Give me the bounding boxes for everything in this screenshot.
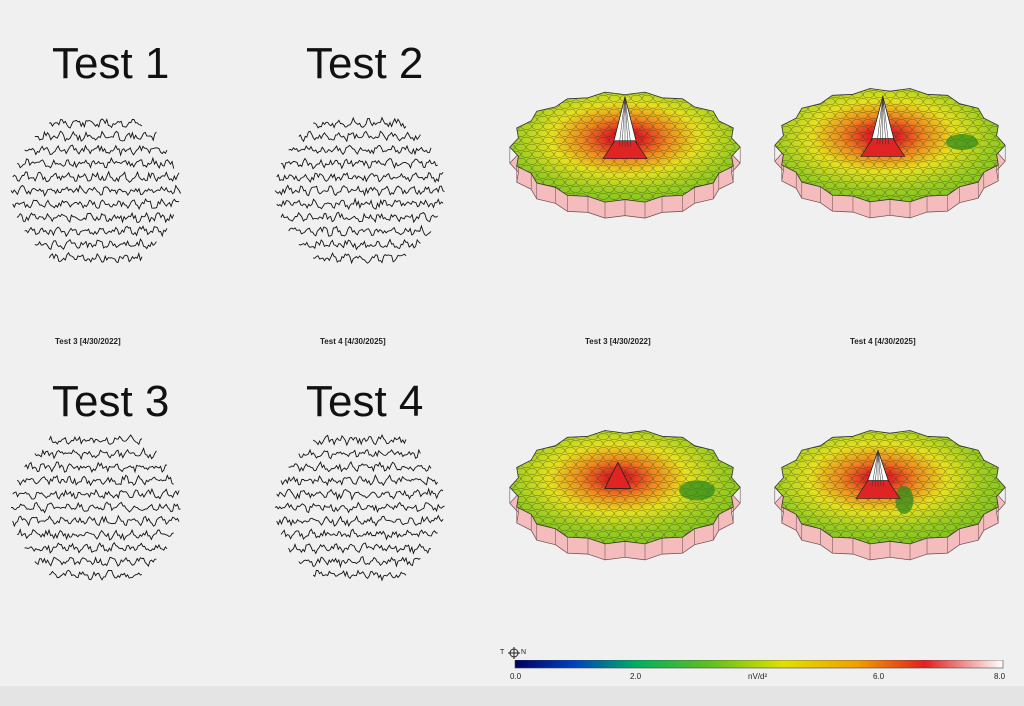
map-peak-edge (624, 96, 632, 147)
trace-row (298, 448, 421, 460)
topo-map-bottom-right (774, 430, 1006, 561)
trace-row (298, 130, 421, 143)
trace-row (34, 556, 157, 568)
color-scale-tick-0: 0.0 (510, 672, 522, 681)
orientation-temporal: T (500, 649, 505, 656)
trace-row (10, 184, 182, 197)
trace-row (34, 447, 157, 461)
trace-array-test-1 (10, 118, 182, 263)
trace-array-test-2 (274, 116, 445, 265)
trace-row (274, 501, 445, 514)
orientation-indicator: T N (500, 646, 532, 660)
map-peak-edge (882, 96, 890, 145)
map-peak-base (855, 480, 901, 499)
color-scale-tick-2: 2.0 (630, 672, 642, 681)
map-label-left: Test 3 [4/30/2022] (585, 337, 651, 346)
orientation-nasal: N (521, 649, 527, 656)
trace-row (276, 514, 444, 528)
map-peak-edge (874, 450, 879, 487)
map-peak-edge (877, 450, 882, 487)
title-test-2: Test 2 (306, 39, 424, 88)
trace-row (313, 116, 407, 129)
trace-row (312, 433, 407, 447)
trace-row (16, 528, 174, 541)
map-peak-edge (624, 96, 629, 147)
trace-row (12, 198, 180, 211)
trace-row (34, 130, 157, 142)
topo-map-bottom-left (509, 430, 741, 561)
trace-row (298, 555, 421, 569)
map-blind-spot (895, 486, 914, 514)
title-test-3: Test 3 (52, 377, 170, 426)
map-peak-edge (877, 450, 885, 487)
map-blind-spot (679, 480, 715, 501)
map-blind-spot (946, 134, 978, 150)
trace-row (48, 251, 143, 263)
trace-label-left: Test 3 [4/30/2022] (55, 337, 121, 346)
trace-row (280, 528, 438, 541)
trace-row (312, 569, 407, 582)
map-peak-base (860, 138, 906, 157)
color-scale-bar: 0.0 2.0 nV/d² 6.0 8.0 (510, 660, 1006, 681)
trace-row (280, 211, 438, 224)
trace-row (16, 156, 175, 169)
title-test-1: Test 1 (52, 39, 170, 88)
color-scale-tick-8: 8.0 (994, 672, 1006, 681)
map-label-right: Test 4 [4/30/2025] (850, 337, 916, 346)
map-peak-edge (879, 96, 884, 145)
trace-row (34, 238, 157, 250)
trace-row (276, 172, 444, 184)
trace-array-test-4 (274, 433, 445, 582)
topo-map-top-right (774, 88, 1006, 219)
map-peak-edge (882, 96, 887, 145)
trace-row (24, 225, 168, 238)
trace-row (16, 211, 175, 224)
title-test-4: Test 4 (306, 377, 424, 426)
trace-row (288, 224, 432, 237)
trace-row (12, 170, 180, 183)
trace-row (12, 514, 180, 528)
trace-row (16, 474, 174, 487)
bottom-band (0, 686, 1024, 706)
trace-row (288, 144, 432, 156)
color-scale-tick-6: 6.0 (873, 672, 885, 681)
trace-array-test-3 (11, 434, 181, 581)
map-foveal-peak (604, 461, 632, 489)
trace-row (24, 461, 167, 474)
trace-row (24, 541, 168, 554)
trace-row (298, 238, 421, 251)
trace-row (313, 252, 407, 265)
color-scale-unit: nV/d² (748, 672, 767, 681)
trace-row (274, 184, 445, 197)
map-peak-edge (621, 96, 626, 147)
trace-row (48, 434, 143, 446)
trace-row (24, 144, 168, 157)
map-peak-base (602, 140, 648, 160)
trace-row (280, 474, 439, 487)
trace-row (288, 542, 432, 555)
topo-map-top-left (509, 91, 741, 219)
color-scale-gradient (514, 660, 1004, 669)
map-peak-edge (876, 96, 884, 145)
trace-row (276, 487, 444, 501)
trace-label-right: Test 4 [4/30/2025] (320, 337, 386, 346)
trace-row (276, 197, 444, 211)
trace-row (11, 501, 181, 514)
trace-row (49, 118, 143, 129)
map-peak-edge (871, 450, 879, 487)
trace-row (288, 461, 432, 473)
trace-row (280, 157, 438, 170)
trace-row (12, 487, 180, 500)
trace-row (48, 569, 143, 581)
crosshair-icon (508, 647, 520, 659)
map-peak-edge (618, 96, 626, 147)
